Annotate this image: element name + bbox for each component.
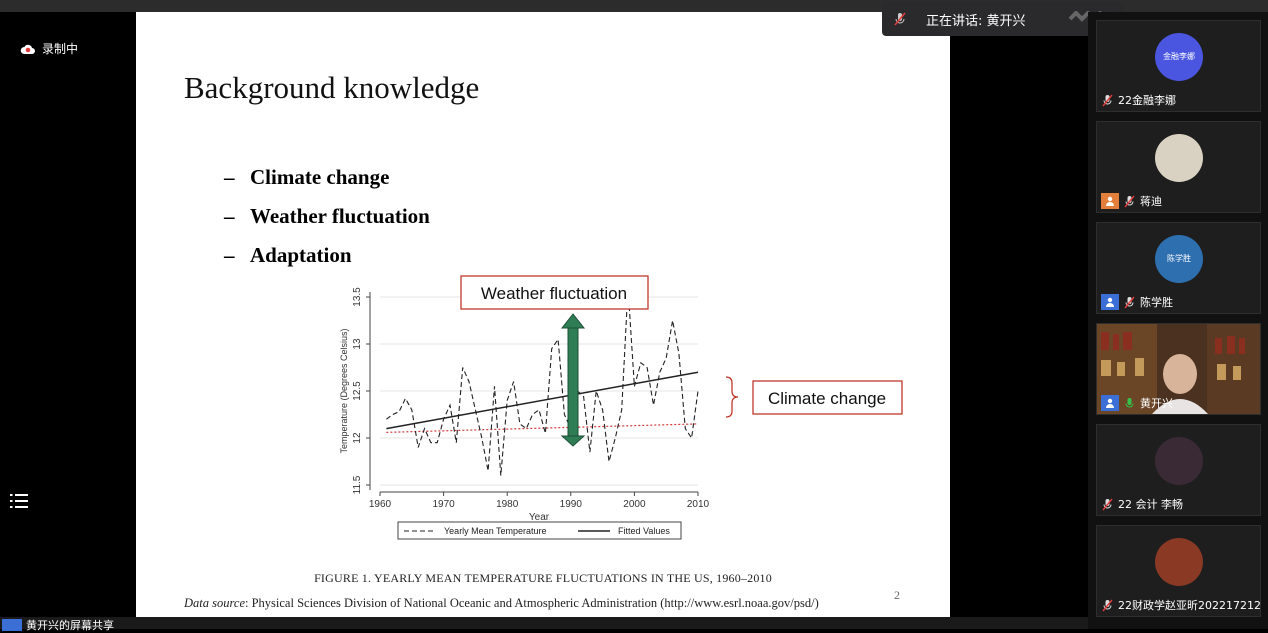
- mic-muted-icon: [892, 11, 908, 27]
- participant-label: 蒋迪: [1101, 193, 1162, 209]
- participant-name: 黄开兴: [1140, 395, 1173, 411]
- list-menu-icon[interactable]: [10, 493, 28, 509]
- y-tick-label: 11.5: [352, 475, 363, 494]
- y-tick-label: 12.5: [352, 381, 363, 401]
- participant-tile[interactable]: 22财政学赵亚昕202217212: [1096, 525, 1261, 617]
- recording-indicator[interactable]: 录制中: [20, 40, 78, 57]
- user-icon: [1101, 294, 1119, 310]
- screen-share-label: 黄开兴的屏幕共享: [26, 617, 114, 633]
- mic-muted-icon: [1101, 94, 1114, 107]
- participant-label: 陈学胜: [1101, 294, 1173, 310]
- y-axis-label: Temperature (Degrees Celsius): [339, 328, 349, 453]
- screen-share-indicator[interactable]: 黄开兴的屏幕共享: [2, 617, 114, 633]
- user-icon: [1101, 193, 1119, 209]
- mic-muted-icon: [1101, 498, 1114, 511]
- page-number: 2: [894, 588, 900, 603]
- mic-muted-icon: [1123, 296, 1136, 309]
- bottom-bar: 黄开兴的屏幕共享: [0, 617, 1088, 629]
- fluctuation-arrow-head-down: [562, 436, 584, 446]
- x-tick-label: 2010: [687, 499, 710, 510]
- x-axis-label: Year: [529, 512, 550, 523]
- participant-avatar: [1155, 134, 1203, 182]
- cloud-record-icon: [20, 43, 36, 55]
- x-tick-label: 1970: [432, 499, 455, 510]
- y-tick-label: 12: [352, 432, 363, 444]
- weather-callout-label: Weather fluctuation: [481, 284, 627, 303]
- speaker-label: 正在讲话: 黄开兴: [926, 10, 1026, 29]
- y-tick-label: 13.5: [352, 287, 363, 307]
- data-source: Data source: Physical Sciences Division …: [184, 596, 819, 611]
- user-icon: [1101, 395, 1119, 411]
- participant-name: 22财政学赵亚昕202217212: [1118, 597, 1261, 613]
- mic-muted-icon: [1123, 195, 1136, 208]
- yearly-mean-line: [386, 288, 698, 476]
- participant-tile[interactable]: 22 会计 李畅: [1096, 424, 1261, 516]
- fluctuation-arrow-head-up: [562, 314, 584, 328]
- legend-label: Fitted Values: [618, 526, 670, 536]
- temperature-chart: 11.5 12 12.5 13 13.5 1960 1970 1980 1990 2000 2010…: [136, 12, 950, 572]
- participant-label: 22财政学赵亚昕202217212: [1101, 597, 1261, 613]
- participant-label: 22金融李娜: [1101, 92, 1176, 108]
- climate-brace: [726, 377, 738, 417]
- mic-muted-icon: [1101, 599, 1114, 612]
- mic-icon: [1123, 397, 1136, 410]
- participant-label: 22 会计 李畅: [1101, 496, 1183, 512]
- participant-label: 黄开兴: [1101, 395, 1173, 411]
- fluctuation-arrow-shaft: [568, 324, 578, 438]
- participant-avatar: 金融李娜: [1155, 33, 1203, 81]
- participant-name: 陈学胜: [1140, 294, 1173, 310]
- presentation-slide: Background knowledge –Climate change –We…: [136, 12, 950, 623]
- participant-name: 22金融李娜: [1118, 92, 1176, 108]
- participant-tile[interactable]: 黄开兴: [1096, 323, 1261, 415]
- participant-tile[interactable]: 陈学胜陈学胜: [1096, 222, 1261, 314]
- recording-label: 录制中: [42, 40, 78, 57]
- x-tick-label: 2000: [623, 499, 646, 510]
- y-tick-label: 13: [352, 338, 363, 350]
- x-tick-label: 1990: [560, 499, 583, 510]
- baseline-line: [386, 424, 698, 432]
- participant-tile[interactable]: 金融李娜 22金融李娜: [1096, 20, 1261, 112]
- participant-avatar: [1155, 437, 1203, 485]
- legend-label: Yearly Mean Temperature: [444, 526, 547, 536]
- figure-caption: FIGURE 1. YEARLY MEAN TEMPERATURE FLUCTU…: [136, 571, 950, 586]
- participant-name: 蒋迪: [1140, 193, 1162, 209]
- x-tick-label: 1980: [496, 499, 519, 510]
- participant-name: 22 会计 李畅: [1118, 496, 1183, 512]
- screen-share-icon: [2, 619, 22, 631]
- participant-avatar: 陈学胜: [1155, 235, 1203, 283]
- climate-callout-label: Climate change: [768, 389, 886, 408]
- x-tick-label: 1960: [369, 499, 392, 510]
- participant-tile[interactable]: 蒋迪: [1096, 121, 1261, 213]
- participant-avatar: [1155, 538, 1203, 586]
